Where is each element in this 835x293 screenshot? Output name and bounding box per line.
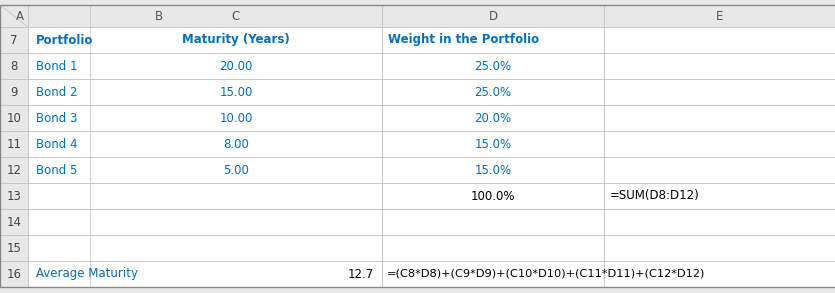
Text: 9: 9 [10,86,18,98]
Text: 15.0%: 15.0% [474,137,512,151]
Bar [90,131,382,157]
Bar [0,27,28,53]
Bar [382,183,604,209]
Bar [90,5,382,27]
Bar [90,105,382,131]
Text: =(C8*D8)+(C9*D9)+(C10*D10)+(C11*D11)+(C12*D12): =(C8*D8)+(C9*D9)+(C10*D10)+(C11*D11)+(C1… [387,269,706,279]
Bar [28,157,290,183]
Bar [90,157,382,183]
Bar [0,157,28,183]
Bar [382,79,604,105]
Bar [382,53,604,79]
Bar [28,261,290,287]
Text: Portfolio: Portfolio [36,33,94,47]
Bar [90,27,382,53]
Text: 25.0%: 25.0% [474,59,512,72]
Bar [0,131,28,157]
Bar [28,183,290,209]
Bar [28,235,290,261]
Bar [382,105,604,131]
Bar [604,5,835,27]
Text: 100.0%: 100.0% [471,190,515,202]
Text: 25.0%: 25.0% [474,86,512,98]
Bar [28,5,290,27]
Text: =SUM(D8:D12): =SUM(D8:D12) [610,190,700,202]
Bar [604,157,835,183]
Text: 10.00: 10.00 [220,112,253,125]
Text: 11: 11 [7,137,22,151]
Bar [604,53,835,79]
Bar [90,79,382,105]
Bar [28,209,290,235]
Bar [604,105,835,131]
Text: D: D [488,9,498,23]
Bar [28,27,290,53]
Text: 20.0%: 20.0% [474,112,512,125]
Text: Maturity (Years): Maturity (Years) [182,33,290,47]
Bar [0,105,28,131]
Bar [0,183,28,209]
Bar [28,79,290,105]
Bar [90,53,382,79]
Text: A: A [16,9,24,23]
Text: 15.0%: 15.0% [474,163,512,176]
Text: Bond 2: Bond 2 [36,86,78,98]
Text: Bond 4: Bond 4 [36,137,78,151]
Bar [0,79,28,105]
Bar [90,261,382,287]
Text: Bond 3: Bond 3 [36,112,78,125]
Text: Bond 5: Bond 5 [36,163,78,176]
Bar [604,183,835,209]
Text: 12.7: 12.7 [347,268,374,280]
Text: 7: 7 [10,33,18,47]
Text: 16: 16 [7,268,22,280]
Bar [0,53,28,79]
Text: 5.00: 5.00 [223,163,249,176]
Bar [382,5,604,27]
Bar [28,131,290,157]
Text: 14: 14 [7,215,22,229]
Text: Weight in the Portfolio: Weight in the Portfolio [388,33,539,47]
Text: 20.00: 20.00 [220,59,253,72]
Bar [0,209,28,235]
Bar [604,131,835,157]
Bar [28,105,290,131]
Bar [382,157,604,183]
Bar [90,183,382,209]
Bar [382,209,604,235]
Text: E: E [716,9,723,23]
Bar [90,235,382,261]
Bar [382,131,604,157]
Bar [382,235,604,261]
Text: C: C [232,9,240,23]
Text: 8: 8 [10,59,18,72]
Bar [0,261,28,287]
Text: 13: 13 [7,190,22,202]
Bar [90,209,382,235]
Text: 12: 12 [7,163,22,176]
Text: Bond 1: Bond 1 [36,59,78,72]
Bar [604,79,835,105]
Bar [604,235,835,261]
Text: 15.00: 15.00 [220,86,253,98]
Bar [382,261,604,287]
Text: 10: 10 [7,112,22,125]
Bar [382,27,604,53]
Text: B: B [155,9,163,23]
Text: Average Maturity: Average Maturity [36,268,138,280]
Bar [28,53,290,79]
Bar [604,261,835,287]
Text: 15: 15 [7,241,22,255]
Bar [0,235,28,261]
Bar [0,5,28,27]
Bar [604,27,835,53]
Bar [604,209,835,235]
Text: 8.00: 8.00 [223,137,249,151]
